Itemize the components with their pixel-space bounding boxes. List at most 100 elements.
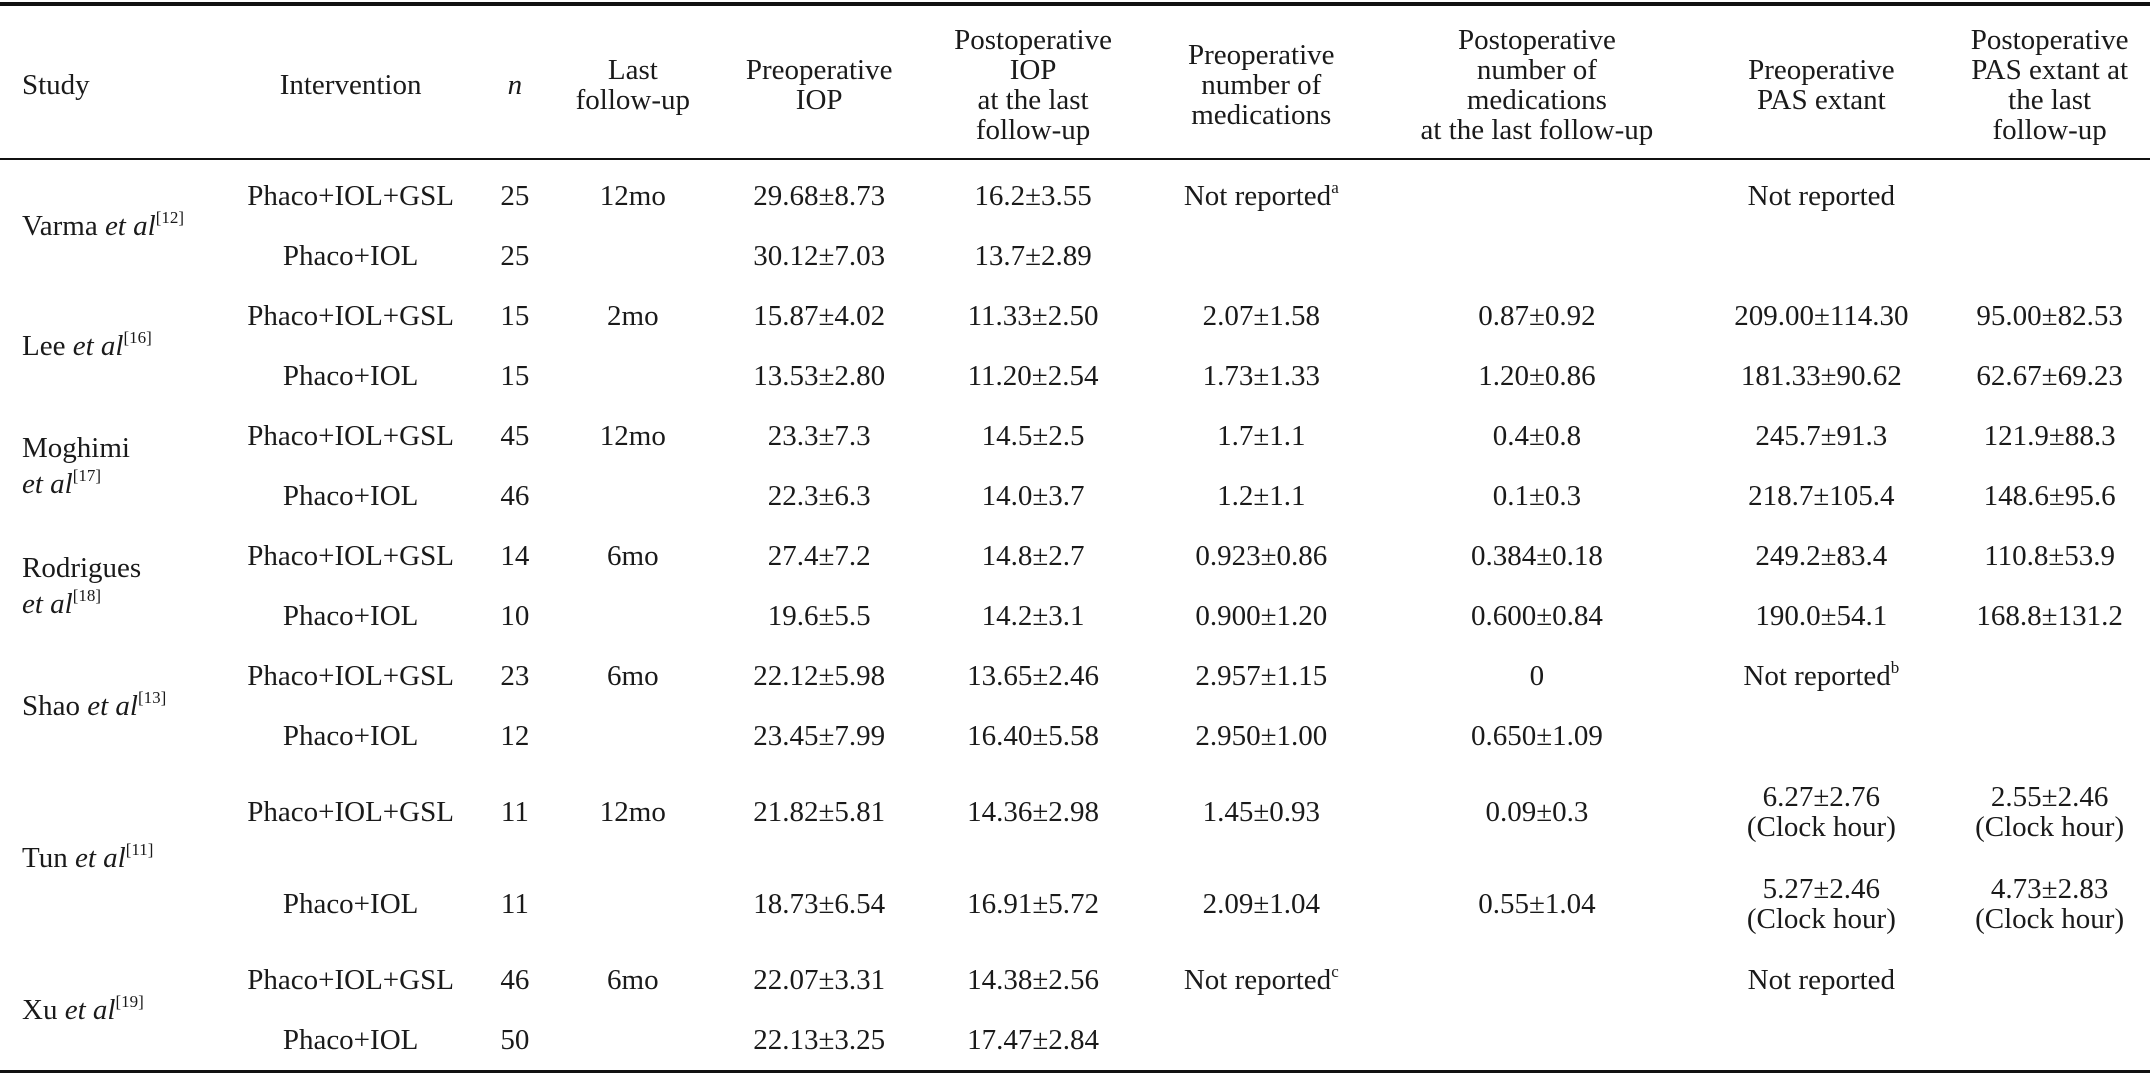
table-row: Lee et al[16] Phaco+IOL+GSL 15 2mo 15.87±4.0… <box>0 286 2150 362</box>
study-etal: et al <box>87 690 138 722</box>
post-iop-cell: 14.36±2.98 <box>967 796 1100 828</box>
header-row: Study Intervention n Last follow-up Preop… <box>0 4 2150 159</box>
pre-meds-value: 1.7±1.1 <box>1217 420 1306 452</box>
post-meds-cell: 0.600±0.84 <box>1470 600 1603 632</box>
study-reference: [18] <box>72 586 102 605</box>
pre-pas-cell <box>1693 226 1949 286</box>
pre-meds-cell: Not reportedc <box>1142 950 1380 1010</box>
followup-cell <box>551 858 714 950</box>
pre-iop-cell: 13.53±2.80 <box>753 360 886 392</box>
study-reference: [11] <box>125 840 154 859</box>
post-meds-cell: 0.87±0.92 <box>1478 300 1596 332</box>
intervention-cell: Phaco+IOL+GSL <box>247 796 454 828</box>
study-name-cell: Lee et al[16] <box>0 286 223 406</box>
pre-iop-cell: 23.3±7.3 <box>767 420 871 452</box>
header-pre-meds: Preoperative number of medications <box>1188 39 1335 131</box>
header-study: Study <box>22 69 90 101</box>
pre-pas-cell: Not reported <box>1693 159 1949 226</box>
table-row: Phaco+IOL 25 30.12±7.03 13.7±2.89 <box>0 226 2150 286</box>
pre-pas-value: Not reported <box>1743 660 1891 692</box>
post-meds-cell: 0.4±0.8 <box>1492 420 1582 452</box>
post-meds-cell: 0.650±1.09 <box>1470 720 1603 752</box>
table-row: Rodrigues et al[18] Phaco+IOL+GSL 14 6mo 27.4… <box>0 526 2150 620</box>
header-pre-pas: Preoperative PAS extant <box>1748 54 1895 116</box>
intervention-cell: Phaco+IOL <box>282 360 419 392</box>
post-pas-value: 2.55±2.46 <box>1990 781 2109 813</box>
pre-pas-value: 5.27±2.46 <box>1762 873 1881 905</box>
table-row: Xu et al[19] Phaco+IOL+GSL 46 6mo 22.07±3.31… <box>0 950 2150 1026</box>
post-iop-cell: 14.5±2.5 <box>981 420 1085 452</box>
n-cell: 15 <box>500 360 530 392</box>
study-name-cell: Tun et al[11] <box>0 766 223 950</box>
footnote-mark: c <box>1331 962 1339 981</box>
post-iop-cell: 14.38±2.56 <box>967 964 1100 996</box>
pre-iop-cell: 23.45±7.99 <box>753 720 886 752</box>
study-name: Varma <box>22 210 98 242</box>
n-cell: 10 <box>500 600 530 632</box>
n-cell: 50 <box>500 1024 530 1056</box>
followup-cell: 6mo <box>607 660 659 692</box>
pre-meds-value: 0.923±0.86 <box>1195 540 1328 572</box>
table-row: Moghimi et al[17] Phaco+IOL+GSL 45 12mo 23.3±… <box>0 406 2150 500</box>
post-pas-value: 95.00±82.53 <box>1976 300 2123 332</box>
footnote-mark: a <box>1331 178 1339 197</box>
pre-pas-cell: 249.2±83.4 <box>1693 526 1949 586</box>
pre-meds-value: 1.2±1.1 <box>1217 480 1306 512</box>
pre-meds-cell: 2.07±1.58 <box>1142 286 1380 346</box>
n-cell: 14 <box>500 540 530 572</box>
pre-meds-cell <box>1142 1010 1380 1072</box>
study-reference: [19] <box>115 992 144 1011</box>
pre-meds-cell: 0.923±0.86 <box>1142 526 1380 586</box>
study-reference: [16] <box>123 328 152 347</box>
study-name: Lee <box>22 330 66 362</box>
post-meds-cell: 0.55±1.04 <box>1478 888 1596 920</box>
pre-meds-cell: 2.950±1.00 <box>1142 706 1380 766</box>
post-pas-value: 4.73±2.83 <box>1990 873 2109 905</box>
post-meds-cell <box>1380 1010 1693 1072</box>
table-row: Phaco+IOL 11 18.73±6.54 16.91±5.72 2.09±1.04… <box>0 858 2150 950</box>
n-cell: 46 <box>500 964 530 996</box>
pre-meds-cell: 1.45±0.93 <box>1142 766 1380 858</box>
post-iop-cell: 16.91±5.72 <box>967 888 1100 920</box>
followup-cell <box>551 1010 714 1072</box>
n-cell: 15 <box>500 300 530 332</box>
intervention-cell: Phaco+IOL <box>282 600 419 632</box>
pre-iop-cell: 22.12±5.98 <box>753 660 886 692</box>
pre-iop-cell: 18.73±6.54 <box>753 888 886 920</box>
study-reference: [13] <box>138 688 167 707</box>
pre-pas-value: 218.7±105.4 <box>1748 480 1895 512</box>
post-pas-cell: 148.6±95.6 <box>1949 466 2150 526</box>
study-etal: et al <box>22 468 73 500</box>
followup-cell: 12mo <box>599 796 666 828</box>
intervention-cell: Phaco+IOL <box>282 720 419 752</box>
post-iop-cell: 13.7±2.89 <box>974 240 1092 272</box>
study-reference: [12] <box>155 208 185 227</box>
study-etal: et al <box>64 994 116 1026</box>
footnote-mark: b <box>1890 658 1900 677</box>
post-meds-cell <box>1380 950 1693 1010</box>
post-meds-cell: 0.1±0.3 <box>1492 480 1582 512</box>
intervention-cell: Phaco+IOL+GSL <box>247 300 454 332</box>
pre-meds-value: Not reported <box>1183 964 1332 996</box>
post-pas-cell: 62.67±69.23 <box>1949 346 2150 406</box>
pre-pas-cell <box>1693 706 1949 766</box>
post-iop-cell: 14.0±3.7 <box>981 480 1085 512</box>
study-name: Shao <box>22 690 80 722</box>
pre-meds-value: 1.73±1.33 <box>1202 360 1320 392</box>
pre-iop-cell: 22.13±3.25 <box>753 1024 886 1056</box>
study-name: Rodrigues <box>22 552 142 584</box>
post-pas-value: 168.8±131.2 <box>1976 600 2123 632</box>
followup-cell <box>551 346 714 406</box>
table-row: Varma et al[12] Phaco+IOL+GSL 25 12mo 29.68±… <box>0 159 2150 242</box>
post-iop-cell: 16.2±3.55 <box>974 180 1092 212</box>
post-pas-cell <box>1949 1010 2150 1072</box>
post-pas-cell <box>1949 950 2150 1010</box>
pre-pas-value: Not reported <box>1747 964 1896 996</box>
pre-pas-cell: 209.00±114.30 <box>1693 286 1949 346</box>
pre-meds-value: 2.957±1.15 <box>1195 660 1328 692</box>
study-etal: et al <box>22 588 73 620</box>
intervention-cell: Phaco+IOL+GSL <box>247 540 454 572</box>
post-iop-cell: 11.20±2.54 <box>967 360 1099 392</box>
post-meds-cell <box>1380 226 1693 286</box>
